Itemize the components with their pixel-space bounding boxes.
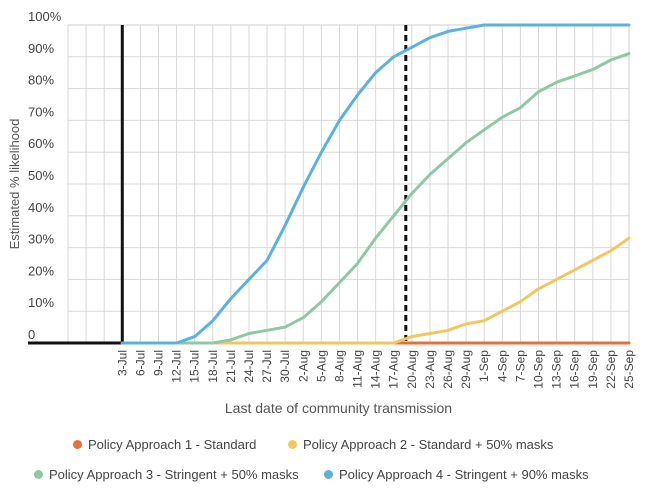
x-tick-label: 19-Sep bbox=[586, 350, 600, 389]
legend-marker-icon bbox=[324, 470, 333, 479]
y-tick-label: 50% bbox=[28, 168, 54, 183]
x-tick-label: 26-Aug bbox=[441, 350, 455, 389]
x-tick-label: 25-Sep bbox=[622, 350, 636, 389]
x-tick-label: 29-Aug bbox=[459, 350, 473, 389]
x-tick-label: 27-Jul bbox=[260, 350, 274, 383]
y-axis-ticks: 0 10% 20% 30% 40% 50% 60% 70% 80% 90% 100% bbox=[28, 9, 62, 342]
y-tick-label: 80% bbox=[28, 73, 54, 88]
x-tick-label: 15-Jul bbox=[188, 350, 202, 383]
x-tick-label: 22-Sep bbox=[604, 350, 618, 389]
x-tick-label: 30-Jul bbox=[278, 350, 292, 383]
x-tick-label: 6-Jul bbox=[133, 350, 147, 376]
legend-marker-icon bbox=[73, 440, 82, 449]
x-tick-label: 7-Sep bbox=[513, 350, 527, 382]
y-tick-label: 60% bbox=[28, 136, 54, 151]
y-tick-label: 70% bbox=[28, 104, 54, 119]
legend-label: Policy Approach 1 - Standard bbox=[88, 437, 257, 452]
legend-label: Policy Approach 4 - Stringent + 90% mask… bbox=[339, 467, 589, 482]
legend-item-policy-3: Policy Approach 3 - Stringent + 50% mask… bbox=[34, 467, 299, 482]
y-tick-label: 40% bbox=[28, 200, 54, 215]
x-tick-label: 4-Sep bbox=[495, 350, 509, 382]
line-chart: 0 10% 20% 30% 40% 50% 60% 70% 80% 90% 100% 3-Jul 6-… bbox=[7, 9, 636, 416]
x-tick-label: 18-Jul bbox=[206, 350, 220, 383]
series-line-policy-4 bbox=[120, 23, 631, 345]
chart-grid bbox=[67, 24, 630, 344]
y-tick-label: 100% bbox=[28, 9, 62, 24]
x-tick-label: 5-Aug bbox=[314, 350, 328, 382]
x-tick-label: 24-Jul bbox=[242, 350, 256, 383]
y-tick-label: 20% bbox=[28, 263, 54, 278]
legend-marker-icon bbox=[34, 470, 43, 479]
x-tick-label: 14-Aug bbox=[369, 350, 383, 389]
x-tick-label: 16-Sep bbox=[568, 350, 582, 389]
x-tick-label: 21-Jul bbox=[224, 350, 238, 383]
x-axis-ticks: 3-Jul 6-Jul 9-Jul 12-Jul 15-Jul 18-Jul 21-Jul 2… bbox=[115, 350, 636, 389]
legend-item-policy-1: Policy Approach 1 - Standard bbox=[73, 437, 256, 452]
x-tick-label: 11-Aug bbox=[351, 350, 365, 388]
x-tick-label: 23-Aug bbox=[423, 350, 437, 389]
x-tick-label: 17-Aug bbox=[387, 350, 401, 389]
x-tick-label: 13-Sep bbox=[550, 350, 564, 389]
legend-label: Policy Approach 3 - Stringent + 50% mask… bbox=[49, 467, 299, 482]
x-tick-label: 20-Aug bbox=[405, 350, 419, 389]
x-tick-label: 2-Aug bbox=[296, 350, 310, 382]
x-tick-label: 12-Jul bbox=[170, 350, 184, 383]
legend-item-policy-2: Policy Approach 2 - Standard + 50% masks bbox=[288, 437, 553, 452]
legend-label: Policy Approach 2 - Standard + 50% masks bbox=[303, 437, 554, 452]
legend-marker-icon bbox=[288, 440, 297, 449]
y-tick-label: 90% bbox=[28, 41, 54, 56]
x-tick-label: 9-Jul bbox=[151, 350, 165, 376]
legend-item-policy-4: Policy Approach 4 - Stringent + 90% mask… bbox=[324, 467, 589, 482]
y-tick-label: 10% bbox=[28, 295, 54, 310]
y-tick-label: 0 bbox=[28, 327, 35, 342]
x-tick-label: 3-Jul bbox=[115, 350, 129, 376]
series-line-policy-3 bbox=[120, 52, 631, 345]
x-axis-label: Last date of community transmission bbox=[225, 400, 452, 416]
y-axis-label: Estimated % likelihood bbox=[7, 119, 22, 250]
x-tick-label: 8-Aug bbox=[332, 350, 346, 382]
series-lines bbox=[120, 23, 631, 345]
x-tick-label: 10-Sep bbox=[532, 350, 546, 389]
x-tick-label: 1-Sep bbox=[477, 350, 491, 382]
y-tick-label: 30% bbox=[28, 232, 54, 247]
